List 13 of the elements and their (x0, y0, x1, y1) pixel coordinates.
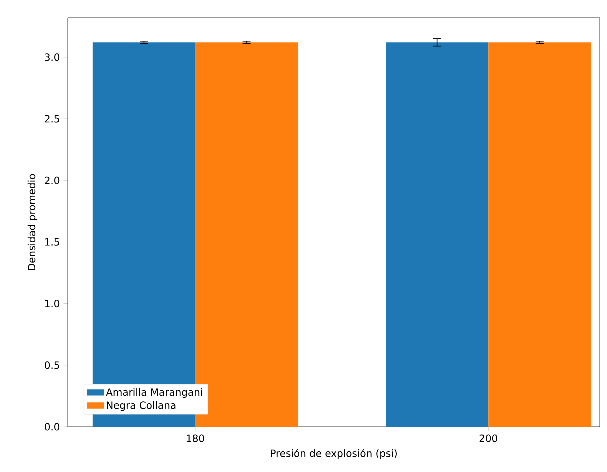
legend-label: Negra Collana (107, 401, 176, 412)
x-tick-label: 200 (480, 434, 498, 442)
y-tick-label: 1.0 (45, 300, 60, 308)
y-tick-label: 1.5 (45, 238, 60, 246)
y-axis-title: Densidad promedio (28, 174, 38, 270)
x-tick-label: 180 (187, 434, 204, 442)
y-tick-label: 0.0 (45, 423, 60, 431)
y-tick-label: 2.0 (45, 176, 60, 184)
legend-label: Amarilla Marangani (106, 388, 202, 398)
y-tick-label: 2.5 (45, 115, 60, 123)
y-tick-label: 3.0 (45, 54, 60, 62)
y-tick-label: 0.5 (45, 362, 60, 370)
x-axis-title: Presión de explosión (psi) (271, 449, 397, 460)
